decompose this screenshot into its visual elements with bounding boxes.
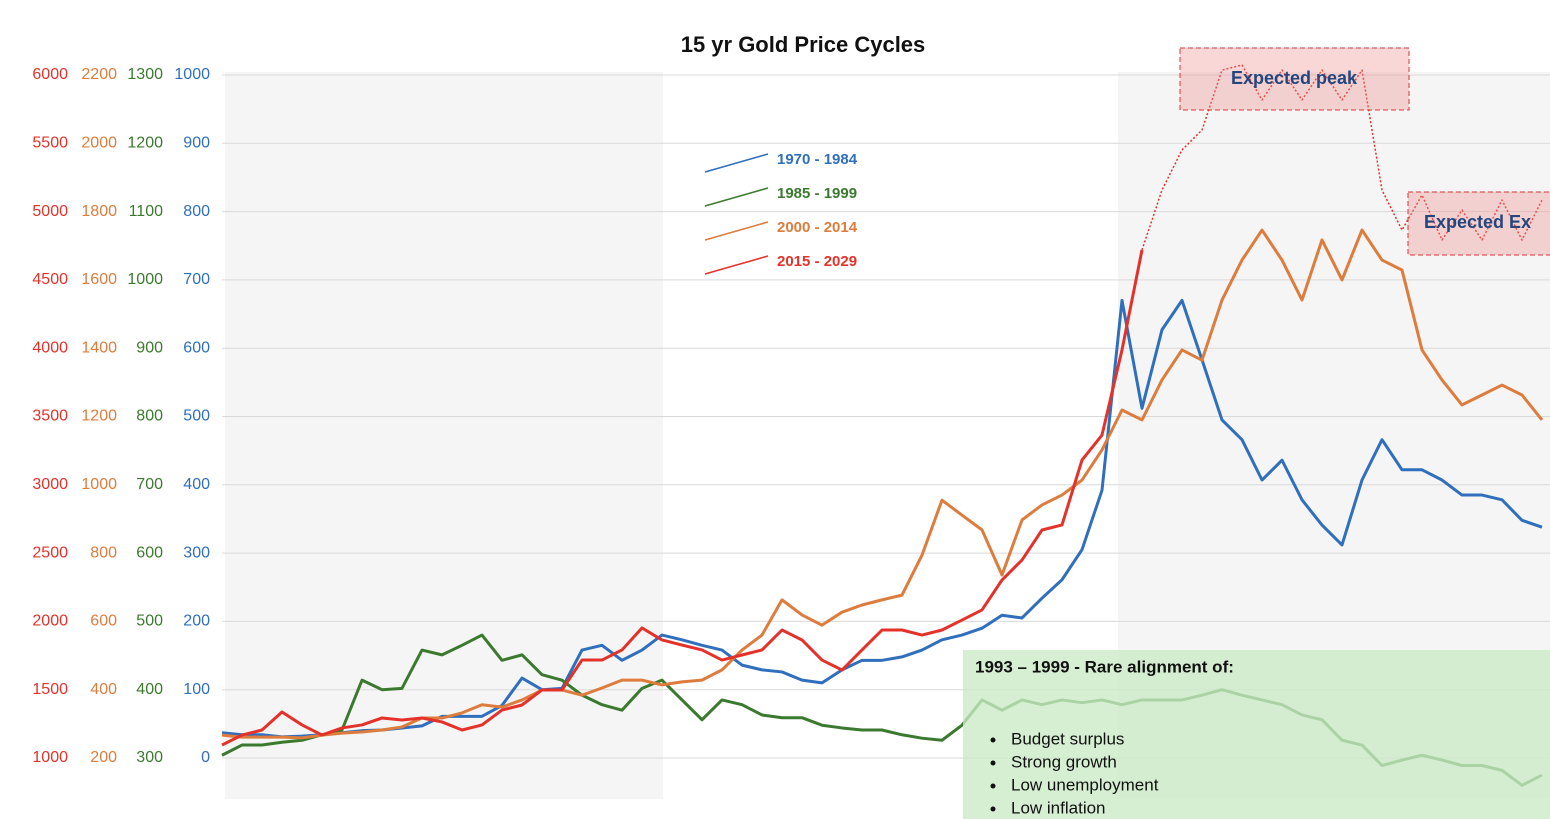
y-tick-label: 900	[136, 339, 163, 356]
legend-swatch	[704, 153, 769, 173]
y-tick-label: 2000	[32, 613, 68, 630]
y-tick-label: 1300	[127, 66, 163, 83]
y-tick-label: 300	[136, 749, 163, 766]
note-item: Budget surplus	[1011, 729, 1124, 748]
y-tick-label: 3500	[32, 408, 68, 425]
series-line	[221, 249, 1144, 747]
y-tick-label: 1800	[81, 203, 117, 220]
y-tick-label: 6000	[32, 66, 68, 83]
y-tick-label: 1000	[32, 749, 68, 766]
note-items: Budget surplus Strong growth Low unemploym…	[990, 729, 1159, 817]
bullet-dot	[990, 737, 996, 743]
legend-swatch	[704, 187, 769, 207]
annotation-box	[1407, 191, 1550, 256]
y-tick-label: 400	[183, 476, 210, 493]
y-tick-label: 5000	[32, 203, 68, 220]
series-line	[221, 228, 1544, 740]
shade-band	[225, 72, 663, 799]
annotation: Expected Ex	[1424, 212, 1531, 232]
y-tick-label: 5500	[32, 135, 68, 152]
y-tick-label: 1200	[127, 135, 163, 152]
note-item: Low inflation	[1011, 798, 1106, 817]
y-tick-label: 900	[183, 135, 210, 152]
y-tick-label: 600	[136, 544, 163, 561]
y-tick-label: 700	[136, 476, 163, 493]
y-tick-label: 700	[183, 271, 210, 288]
y-tick-label: 100	[183, 681, 210, 698]
y-tick-label: 300	[183, 544, 210, 561]
y-tick-label: 400	[136, 681, 163, 698]
grid	[222, 74, 1550, 759]
y-tick-label: 1600	[81, 271, 117, 288]
note-title: 1993 – 1999 - Rare alignment of:	[975, 657, 1234, 676]
legend: 1970 - 1984 1985 - 1999 2000 - 2014 2015 - …	[704, 151, 858, 275]
y-tick-label: 2200	[81, 66, 117, 83]
y-tick-label: 200	[183, 613, 210, 630]
y-tick-label: 800	[136, 408, 163, 425]
bullet-dot	[990, 806, 996, 812]
legend-swatch	[704, 221, 769, 241]
bullet-dot	[990, 760, 996, 766]
legend-label: 2000 - 2014	[777, 219, 858, 236]
note-box	[963, 650, 1550, 819]
y-tick-label: 500	[136, 613, 163, 630]
y-tick-label: 4000	[32, 339, 68, 356]
y-tick-label: 1000	[81, 476, 117, 493]
legend-swatch	[704, 255, 769, 275]
y-tick-label: 4500	[32, 271, 68, 288]
y-tick-label: 800	[183, 203, 210, 220]
y-tick-label: 0	[201, 749, 210, 766]
y-tick-label: 800	[90, 544, 117, 561]
series-line	[221, 298, 1543, 739]
legend-label: 1985 - 1999	[777, 185, 857, 202]
y-tick-label: 1000	[127, 271, 163, 288]
y-tick-label: 2000	[81, 135, 117, 152]
annotation: Expected peak	[1231, 68, 1358, 88]
y-tick-label: 2500	[32, 544, 68, 561]
y-tick-label: 400	[90, 681, 117, 698]
note-item: Strong growth	[1011, 752, 1117, 771]
y-tick-label: 1100	[129, 203, 164, 220]
bullet-dot	[990, 783, 996, 789]
y-tick-label: 600	[183, 339, 210, 356]
y-tick-label: 1400	[81, 339, 117, 356]
legend-label: 1970 - 1984	[777, 151, 858, 168]
y-tick-label: 1000	[174, 66, 210, 83]
y-tick-label: 500	[183, 408, 210, 425]
note-item: Low unemployment	[1011, 775, 1159, 794]
chart-title: 15 yr Gold Price Cycles	[681, 32, 926, 57]
y-tick-label: 1200	[81, 408, 117, 425]
y-tick-label: 1500	[32, 681, 68, 698]
y-tick-label: 600	[90, 613, 117, 630]
y-tick-label: 200	[90, 749, 117, 766]
y-tick-label: 3000	[32, 476, 68, 493]
annotation-box	[1179, 47, 1410, 111]
legend-label: 2015 - 2029	[777, 253, 857, 270]
